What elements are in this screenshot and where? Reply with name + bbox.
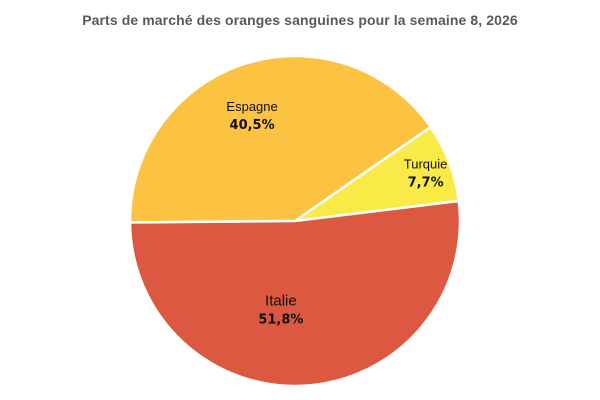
slice-label-turquie: Turquie [404, 157, 448, 172]
pie-slices [128, 54, 462, 388]
slice-label-italie: Italie [265, 293, 297, 310]
slice-value-turquie: 7,7% [408, 176, 444, 191]
slice-value-italie: 51,8% [258, 313, 303, 328]
pie-slice-italie [128, 199, 462, 388]
slice-label-espagne: Espagne [226, 99, 277, 114]
slice-value-espagne: 40,5% [230, 118, 275, 133]
pie-slice-espagne [128, 54, 432, 224]
pie-labels: Espagne 40,5% Turquie 7,7% Italie 51,8% [226, 99, 447, 327]
chart-title: Parts de marché des oranges sanguines po… [82, 12, 518, 28]
